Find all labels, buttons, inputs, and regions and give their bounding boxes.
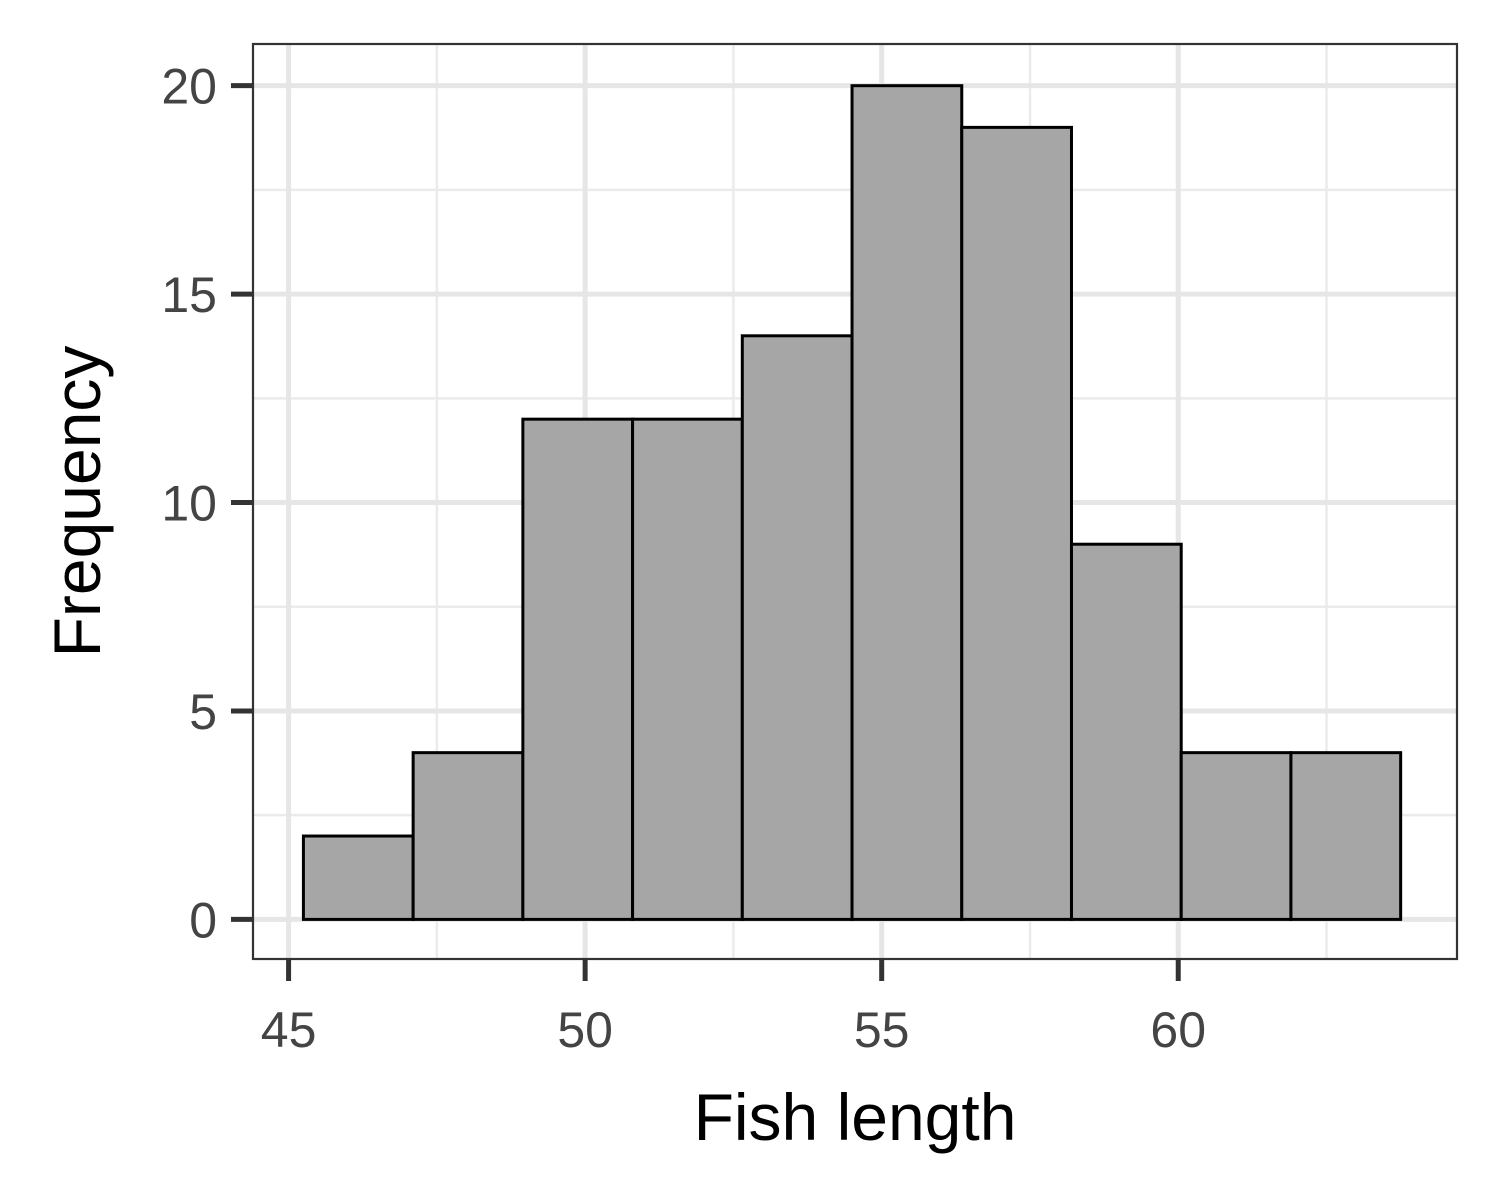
histogram-bar [631,417,744,921]
y-tick-label: 0 [189,892,217,948]
histogram-bar [740,334,854,921]
x-axis: 45 50 55 60 [261,959,1206,1058]
histogram-bar [521,417,635,921]
histogram-bar [1289,751,1403,921]
histogram-bar [1069,542,1183,921]
histogram-bar [411,751,525,921]
y-tick-label: 10 [161,476,217,532]
y-axis: 0 5 10 15 20 [161,59,253,948]
histogram-bar [960,125,1073,921]
y-tick-label: 20 [161,59,217,115]
x-tick-label: 60 [1150,1002,1206,1058]
histogram-bars [301,84,1403,921]
histogram-bar [850,84,964,921]
x-tick-label: 50 [557,1002,613,1058]
histogram-bar [1179,751,1293,921]
histogram-bar [301,834,415,921]
x-tick-label: 45 [261,1002,317,1058]
x-tick-label: 55 [854,1002,910,1058]
y-axis-title: Frequency [40,346,114,658]
y-tick-label: 5 [189,684,217,740]
x-axis-title: Fish length [694,1080,1017,1154]
y-tick-label: 15 [161,267,217,323]
